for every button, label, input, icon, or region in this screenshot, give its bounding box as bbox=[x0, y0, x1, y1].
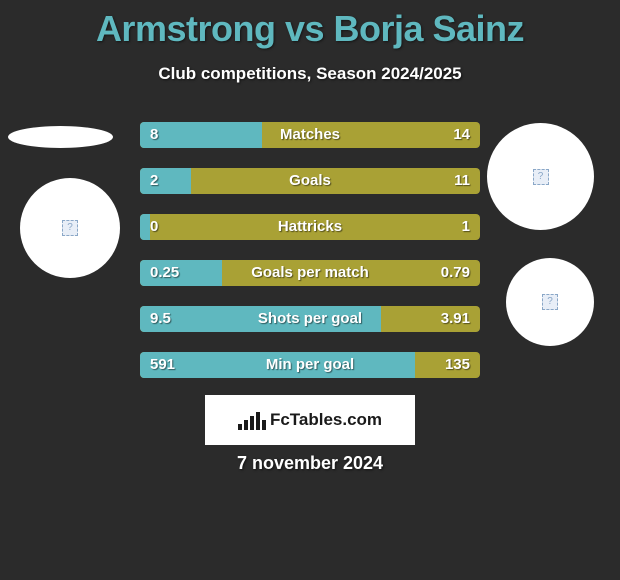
stat-row: 2Goals11 bbox=[140, 168, 480, 194]
player-photo-right-1: ? bbox=[487, 123, 594, 230]
stat-label: Hattricks bbox=[140, 214, 480, 240]
brand-watermark: FcTables.com bbox=[205, 395, 415, 445]
stat-label: Goals per match bbox=[140, 260, 480, 286]
stat-right-value: 1 bbox=[462, 214, 470, 240]
stat-right-value: 14 bbox=[453, 122, 470, 148]
stat-label: Matches bbox=[140, 122, 480, 148]
stat-row: 0.25Goals per match0.79 bbox=[140, 260, 480, 286]
stat-row: 9.5Shots per goal3.91 bbox=[140, 306, 480, 332]
date-text: 7 november 2024 bbox=[0, 453, 620, 474]
page-title: Armstrong vs Borja Sainz bbox=[0, 0, 620, 50]
player-photo-left: ? bbox=[20, 178, 120, 278]
stat-row: 8Matches14 bbox=[140, 122, 480, 148]
stat-row: 591Min per goal135 bbox=[140, 352, 480, 378]
comparison-infographic: Armstrong vs Borja Sainz Club competitio… bbox=[0, 0, 620, 580]
stat-right-value: 135 bbox=[445, 352, 470, 378]
image-placeholder-icon: ? bbox=[533, 169, 549, 185]
page-subtitle: Club competitions, Season 2024/2025 bbox=[0, 64, 620, 84]
decorative-ellipse bbox=[8, 126, 113, 148]
brand-text: FcTables.com bbox=[270, 410, 382, 430]
image-placeholder-icon: ? bbox=[542, 294, 558, 310]
stat-label: Goals bbox=[140, 168, 480, 194]
stat-label: Shots per goal bbox=[140, 306, 480, 332]
image-placeholder-icon: ? bbox=[62, 220, 78, 236]
stat-right-value: 11 bbox=[454, 168, 470, 194]
player-photo-right-2: ? bbox=[506, 258, 594, 346]
stat-row: 0Hattricks1 bbox=[140, 214, 480, 240]
stat-label: Min per goal bbox=[140, 352, 480, 378]
stat-right-value: 0.79 bbox=[441, 260, 470, 286]
brand-bars-icon bbox=[238, 410, 266, 430]
stat-right-value: 3.91 bbox=[441, 306, 470, 332]
